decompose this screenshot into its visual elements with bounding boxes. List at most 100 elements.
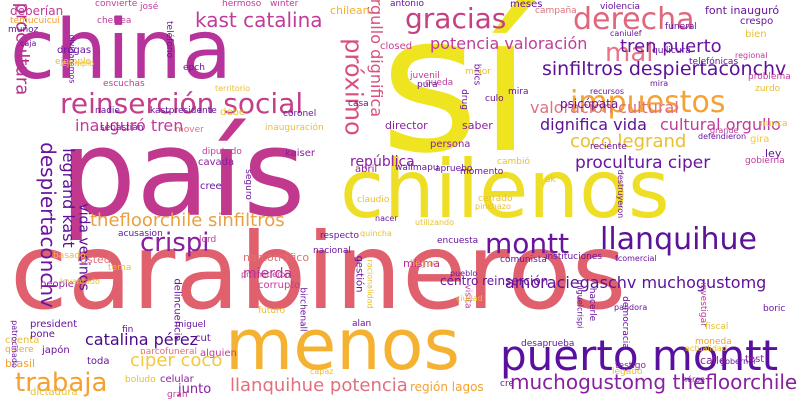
word-92: temucuicui — [10, 16, 60, 26]
word-110: antonio — [390, 0, 424, 9]
word-158: tema — [108, 263, 132, 273]
word-97: nadie — [95, 106, 120, 116]
word-77: futuro — [258, 306, 286, 316]
word-27: llanquihue potencia — [230, 375, 408, 396]
word-123: respecto — [320, 231, 359, 241]
word-53: deberían — [10, 4, 64, 18]
word-82: testigo — [615, 361, 647, 371]
word-98: kastpresidente — [150, 106, 217, 116]
word-60: gira — [750, 134, 770, 145]
word-144: regional — [735, 51, 768, 60]
word-62: celular — [160, 374, 194, 385]
word-137: hacerle — [587, 287, 598, 322]
word-161: actualidad — [685, 344, 727, 353]
word-130: momento — [460, 167, 504, 177]
word-117: epch — [183, 63, 205, 73]
word-100: inauguración — [265, 123, 324, 133]
word-152: brics — [471, 63, 482, 86]
word-48: kaiser — [285, 148, 315, 159]
word-103: queda — [425, 78, 454, 88]
word-179: pinchazo — [475, 202, 511, 211]
word-7: puerto montt — [500, 331, 779, 380]
word-40: mierda — [243, 266, 293, 282]
word-49: usted — [80, 253, 111, 266]
word-76: corrupto — [258, 280, 301, 291]
word-72: cavada — [198, 157, 235, 168]
word-74: diputado — [202, 147, 242, 157]
word-69: cut — [195, 333, 211, 344]
word-65: people — [40, 279, 74, 290]
word-75: lord — [199, 235, 217, 245]
word-150: telefónicas — [689, 57, 739, 67]
word-108: campaña — [535, 6, 577, 16]
word-78: gestión — [353, 255, 365, 293]
word-31: tren puerto — [620, 36, 722, 57]
word-133: cambió — [497, 157, 530, 167]
word-107: funeral — [665, 22, 697, 32]
word-174: ejemplo — [62, 59, 95, 68]
word-26: catalina pérez — [85, 330, 199, 349]
word-68: toda — [87, 356, 110, 367]
word-102: closed — [380, 41, 413, 52]
word-89: japón — [42, 345, 70, 356]
word-185: destruyeron — [616, 169, 626, 219]
word-22: amoraciegaschv muchogustomg — [505, 273, 767, 292]
word-171: cre — [500, 379, 514, 389]
word-81: fiscal — [705, 322, 729, 332]
word-59: ley — [765, 147, 782, 160]
word-156: fin — [122, 325, 134, 335]
word-119: coronel — [283, 109, 317, 119]
word-140: gobierna — [745, 156, 785, 166]
word-134: cerrado — [478, 194, 513, 204]
word-95: ejemplo — [55, 57, 92, 67]
word-121: acusasion — [118, 229, 163, 239]
word-176: territorio — [215, 84, 251, 93]
word-116: teléfono — [164, 21, 174, 58]
word-90: quiere — [5, 345, 34, 355]
word-80: delincuencia — [171, 278, 183, 342]
word-148: recursos — [590, 87, 625, 96]
word-19: kast catalina — [195, 8, 323, 32]
word-178: utilizando — [415, 218, 455, 227]
word-145: grande — [710, 126, 739, 135]
word-1: sí — [380, 0, 532, 195]
word-138: democracia — [619, 296, 630, 349]
word-135: reciente — [590, 142, 627, 152]
word-35: cultural orgullo — [660, 115, 781, 134]
word-50: centro reinserción — [440, 274, 549, 288]
word-3: carabineros — [10, 211, 627, 333]
word-32: valoración cultural — [530, 98, 679, 117]
word-10: reinserción social — [60, 87, 304, 120]
word-149: quilicura — [652, 46, 691, 56]
word-46: junto — [178, 382, 212, 397]
word-93: muñoz — [8, 25, 39, 35]
word-84: legado — [612, 367, 643, 377]
word-141: nunca — [760, 119, 788, 129]
word-170: ciudad — [456, 294, 483, 303]
word-147: mira — [508, 87, 529, 97]
word-2: país — [60, 105, 306, 244]
word-52: narcotráfico — [243, 251, 310, 264]
word-99: debe — [220, 107, 245, 118]
word-85: pandora — [614, 303, 648, 312]
word-86: capaz — [310, 367, 334, 376]
word-183: fcomercial — [615, 254, 657, 263]
word-24: thefloorchile sinfiltros — [90, 210, 285, 231]
word-164: caja — [20, 39, 37, 48]
word-132: claudio — [357, 195, 390, 205]
word-113: hermoso — [222, 0, 262, 9]
word-169: birchenall — [297, 287, 308, 332]
word-57: meses — [510, 0, 543, 10]
word-15: crispi — [140, 228, 210, 258]
word-30: potencia valoración — [430, 34, 588, 53]
word-104: juvenil — [410, 71, 440, 81]
word-157: boludo — [125, 375, 156, 385]
word-34: dignifica vida — [540, 115, 647, 134]
word-181: miguelcrispi — [575, 279, 585, 329]
word-73: cree — [200, 181, 222, 192]
word-28: ciper coco — [130, 350, 223, 371]
word-61: cuenta — [5, 335, 40, 346]
word-4: china — [10, 3, 233, 98]
word-112: josé — [140, 2, 159, 12]
word-122: seguro — [242, 169, 253, 200]
